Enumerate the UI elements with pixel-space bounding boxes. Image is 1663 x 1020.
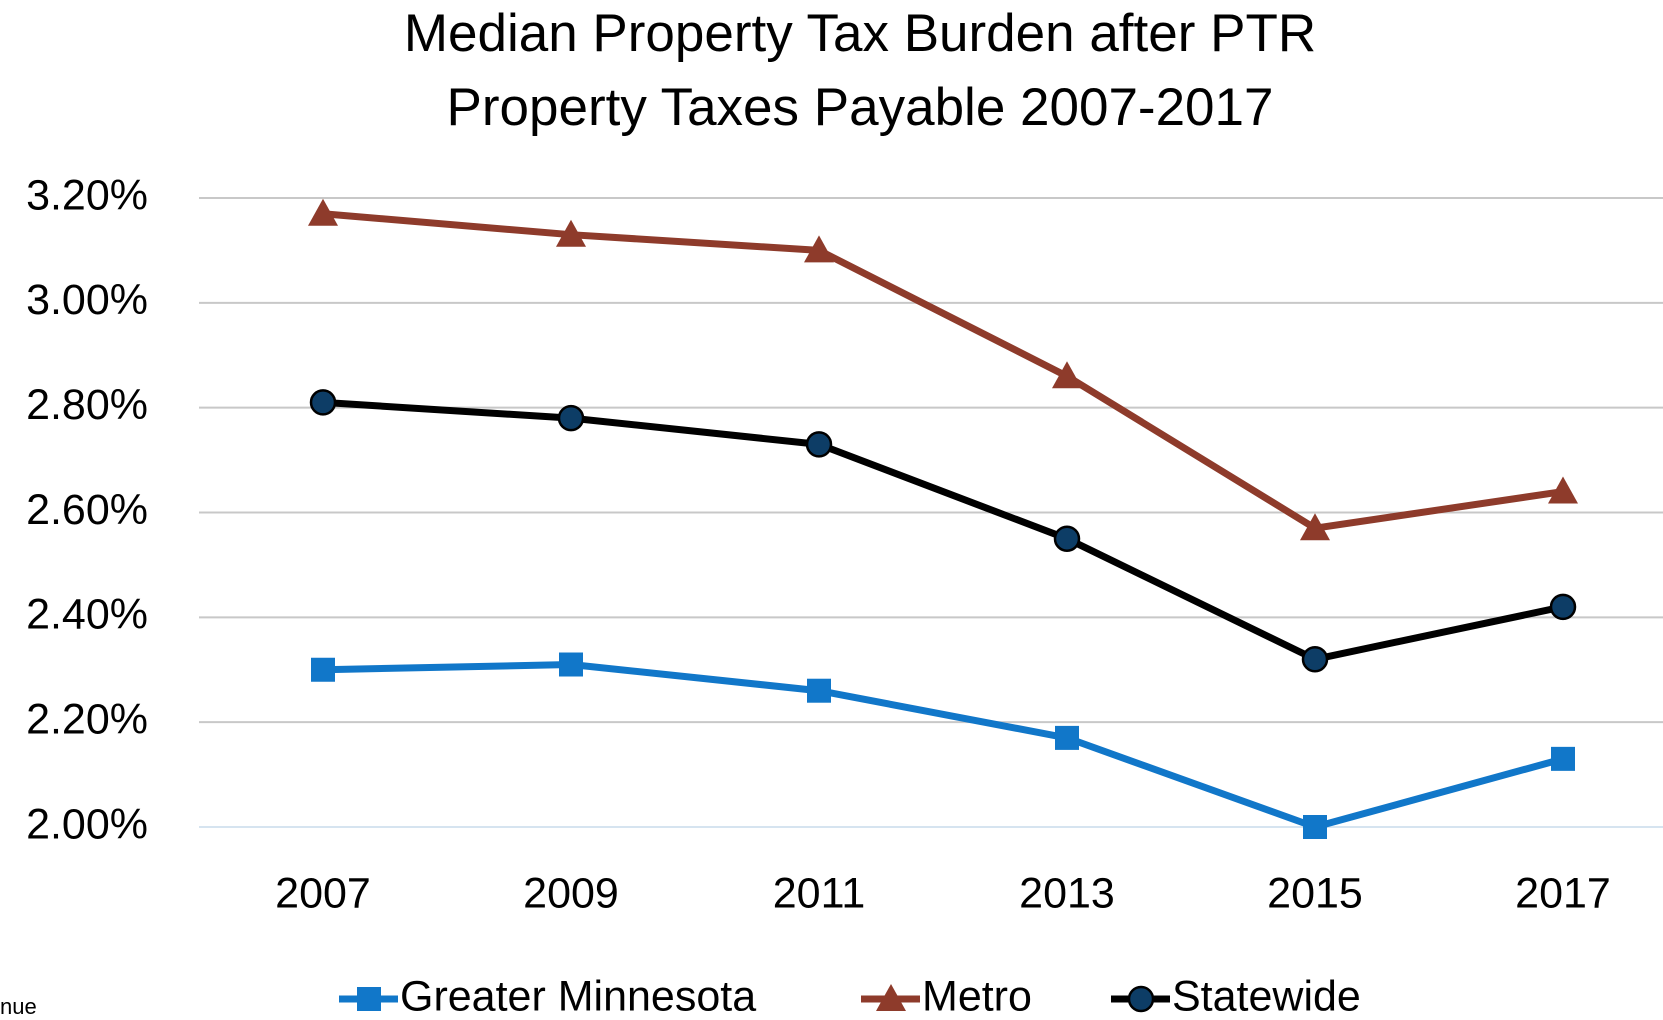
data-point [1301, 646, 1329, 673]
legend-label: Greater Minnesota [400, 972, 756, 1020]
legend-label: Metro [922, 972, 1032, 1020]
series-line [322, 398, 1564, 663]
source-note: nue [0, 994, 37, 1019]
chart-title: Median Property Tax Burden after PTR [404, 4, 1316, 63]
data-point [1551, 746, 1575, 771]
data-point [1055, 725, 1079, 750]
y-tick-label: 2.00% [26, 800, 148, 848]
y-tick-label: 2.80% [26, 381, 148, 429]
data-point [311, 657, 335, 682]
data-point [559, 652, 583, 677]
x-tick-label: 2017 [1515, 869, 1611, 917]
series-line [322, 661, 1564, 831]
data-point [309, 389, 337, 416]
data-point [807, 678, 831, 703]
data-point [1052, 361, 1082, 389]
data-point [1303, 815, 1327, 839]
y-tick-label: 2.40% [26, 591, 148, 639]
data-point [805, 431, 833, 458]
legend-marker [1127, 985, 1155, 1013]
x-tick-label: 2007 [275, 869, 371, 917]
data-point [1053, 525, 1081, 552]
data-point [1549, 593, 1577, 621]
y-tick-label: 2.60% [26, 486, 148, 534]
data-point [308, 198, 338, 226]
x-tick-label: 2013 [1019, 869, 1115, 917]
y-tick-label: 3.20% [26, 171, 148, 219]
y-tick-label: 2.20% [26, 696, 148, 744]
legend-label: Statewide [1172, 972, 1361, 1020]
chart-subtitle: Property Taxes Payable 2007-2017 [447, 78, 1274, 137]
series-line [322, 210, 1564, 532]
data-point [1300, 513, 1330, 541]
data-point [804, 235, 834, 263]
legend-marker [876, 984, 906, 1011]
data-point [556, 219, 586, 247]
y-tick-label: 3.00% [26, 276, 148, 324]
x-tick-label: 2009 [523, 869, 619, 917]
x-tick-label: 2015 [1267, 869, 1363, 917]
legend-marker [357, 987, 381, 1011]
data-point [1548, 476, 1578, 504]
x-tick-label: 2011 [773, 869, 865, 917]
data-point [557, 404, 585, 432]
